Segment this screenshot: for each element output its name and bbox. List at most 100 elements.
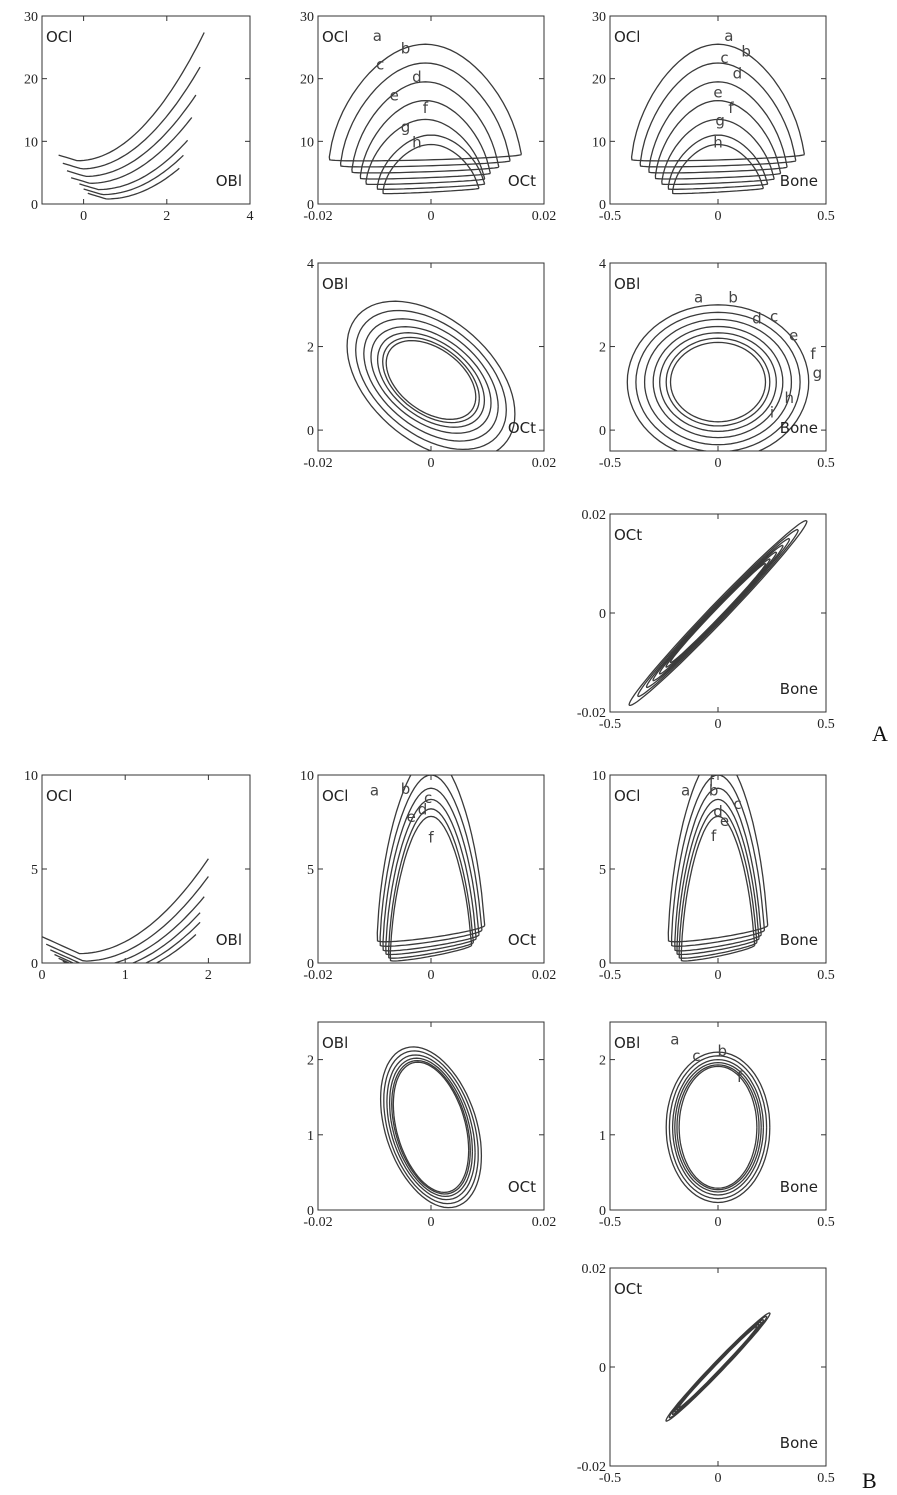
y-axis-label: OBl: [322, 1034, 348, 1052]
y-tick-label: 10: [300, 769, 314, 784]
series-curve-2: [355, 309, 507, 451]
curve-label: b: [728, 289, 738, 307]
curve-label: c: [720, 49, 728, 67]
y-axis-label: OBl: [614, 1034, 640, 1052]
series-curve-2: [670, 775, 766, 947]
x-tick-label: 0: [715, 456, 722, 471]
x-tick-label: -0.5: [599, 209, 621, 224]
series-group: [58, 32, 205, 200]
series-curve-4: [385, 798, 477, 956]
x-tick-label: -0.5: [599, 717, 621, 732]
curve-label: a: [681, 782, 690, 800]
series-curve-5: [365, 118, 486, 186]
y-axis-label: OBl: [322, 275, 348, 293]
curve-label: f: [728, 99, 734, 117]
x-tick-label: 0.02: [532, 456, 557, 471]
series-curve-5: [391, 1059, 471, 1195]
curve-label: b: [718, 1042, 728, 1060]
chart-panel-a-oct-obl: -0.02 0 0.02 0 2 4 OBl OCt: [303, 257, 556, 471]
x-axis-label: OCt: [508, 172, 536, 190]
curve-label: f: [428, 829, 434, 847]
series-curve-3: [50, 896, 205, 963]
series-curve-3: [66, 94, 197, 178]
y-tick-label: 0: [31, 957, 38, 972]
series-curve-2: [379, 775, 483, 947]
series-curve-3: [645, 537, 791, 689]
series-curve-6: [680, 815, 756, 962]
series-curve-4: [652, 325, 784, 439]
series-curve-6: [667, 134, 769, 190]
series-curve-7: [385, 339, 477, 420]
y-tick-label: 30: [592, 10, 606, 25]
x-tick-label: 4: [247, 209, 254, 224]
x-axis-label: OCt: [508, 931, 536, 949]
curve-label: b: [401, 40, 411, 58]
series-curve-5: [79, 139, 189, 191]
series-curve-2: [639, 62, 797, 168]
series-curve-5: [58, 921, 201, 963]
curve-label: b: [709, 782, 719, 800]
curve-label: g: [715, 112, 725, 130]
y-tick-label: 10: [592, 135, 606, 150]
curve-label: e: [390, 87, 399, 105]
x-tick-label: 0: [715, 209, 722, 224]
curve-label: a: [373, 27, 382, 45]
chart-panel-b-obl-ocl: 0 1 2 0 5 10 OCl OBl: [24, 769, 251, 983]
series-curve-5: [678, 808, 758, 959]
x-tick-label: 0: [428, 1215, 435, 1230]
curve-label: c: [692, 1047, 700, 1065]
series-curve-1: [630, 43, 806, 162]
y-axis-label: OCl: [46, 787, 72, 805]
y-tick-label: 4: [599, 257, 606, 272]
chart-panel-b-bone-oct: -0.5 0 0.5 -0.02 0 0.02 OCt Bone: [577, 1262, 835, 1486]
series-group: [379, 1046, 483, 1209]
panel-label-b: B: [862, 1468, 877, 1493]
curve-label: d: [412, 68, 422, 86]
curve-label: c: [424, 789, 432, 807]
series-curve-7: [671, 143, 765, 195]
series-curve-6: [83, 154, 184, 196]
series-curve-7: [669, 341, 767, 423]
series-curve-6: [376, 134, 486, 190]
series-curve-4: [370, 326, 492, 434]
x-tick-label: 0.02: [532, 1215, 557, 1230]
series-curve-1: [379, 1046, 483, 1209]
y-tick-label: 0: [599, 1204, 606, 1219]
series-group: [346, 300, 516, 451]
series-curve-2: [62, 66, 201, 170]
series-curve-4: [676, 798, 760, 956]
y-tick-label: 0: [307, 424, 314, 439]
curve-label: f: [737, 1068, 743, 1086]
x-tick-label: 0.5: [817, 209, 835, 224]
series-curve-1: [665, 1312, 771, 1422]
curve-label: f: [711, 827, 717, 845]
y-tick-label: -0.02: [577, 706, 606, 721]
y-tick-label: 0: [307, 1204, 314, 1219]
curve-label: e: [407, 808, 416, 826]
curve-label: g: [401, 118, 411, 136]
x-tick-label: 0.5: [817, 717, 835, 732]
y-axis-label: OCl: [322, 28, 348, 46]
series-curve-4: [388, 1057, 474, 1198]
y-tick-label: 0: [599, 1361, 606, 1376]
series-curve-6: [389, 815, 473, 962]
series-curve-7: [669, 562, 767, 664]
series-curve-7: [87, 167, 180, 200]
y-tick-label: 20: [24, 73, 38, 88]
series-curve-3: [382, 787, 480, 952]
y-tick-label: 2: [599, 1054, 606, 1069]
series-curve-7: [382, 143, 480, 195]
curve-label: e: [789, 326, 798, 344]
series-curve-1: [626, 304, 810, 451]
y-tick-label: 0: [599, 198, 606, 213]
curve-label: g: [813, 364, 823, 382]
x-tick-label: 0: [715, 717, 722, 732]
x-tick-label: -0.02: [303, 968, 332, 983]
plot-frame: [41, 15, 251, 205]
series-group: [665, 1312, 771, 1422]
